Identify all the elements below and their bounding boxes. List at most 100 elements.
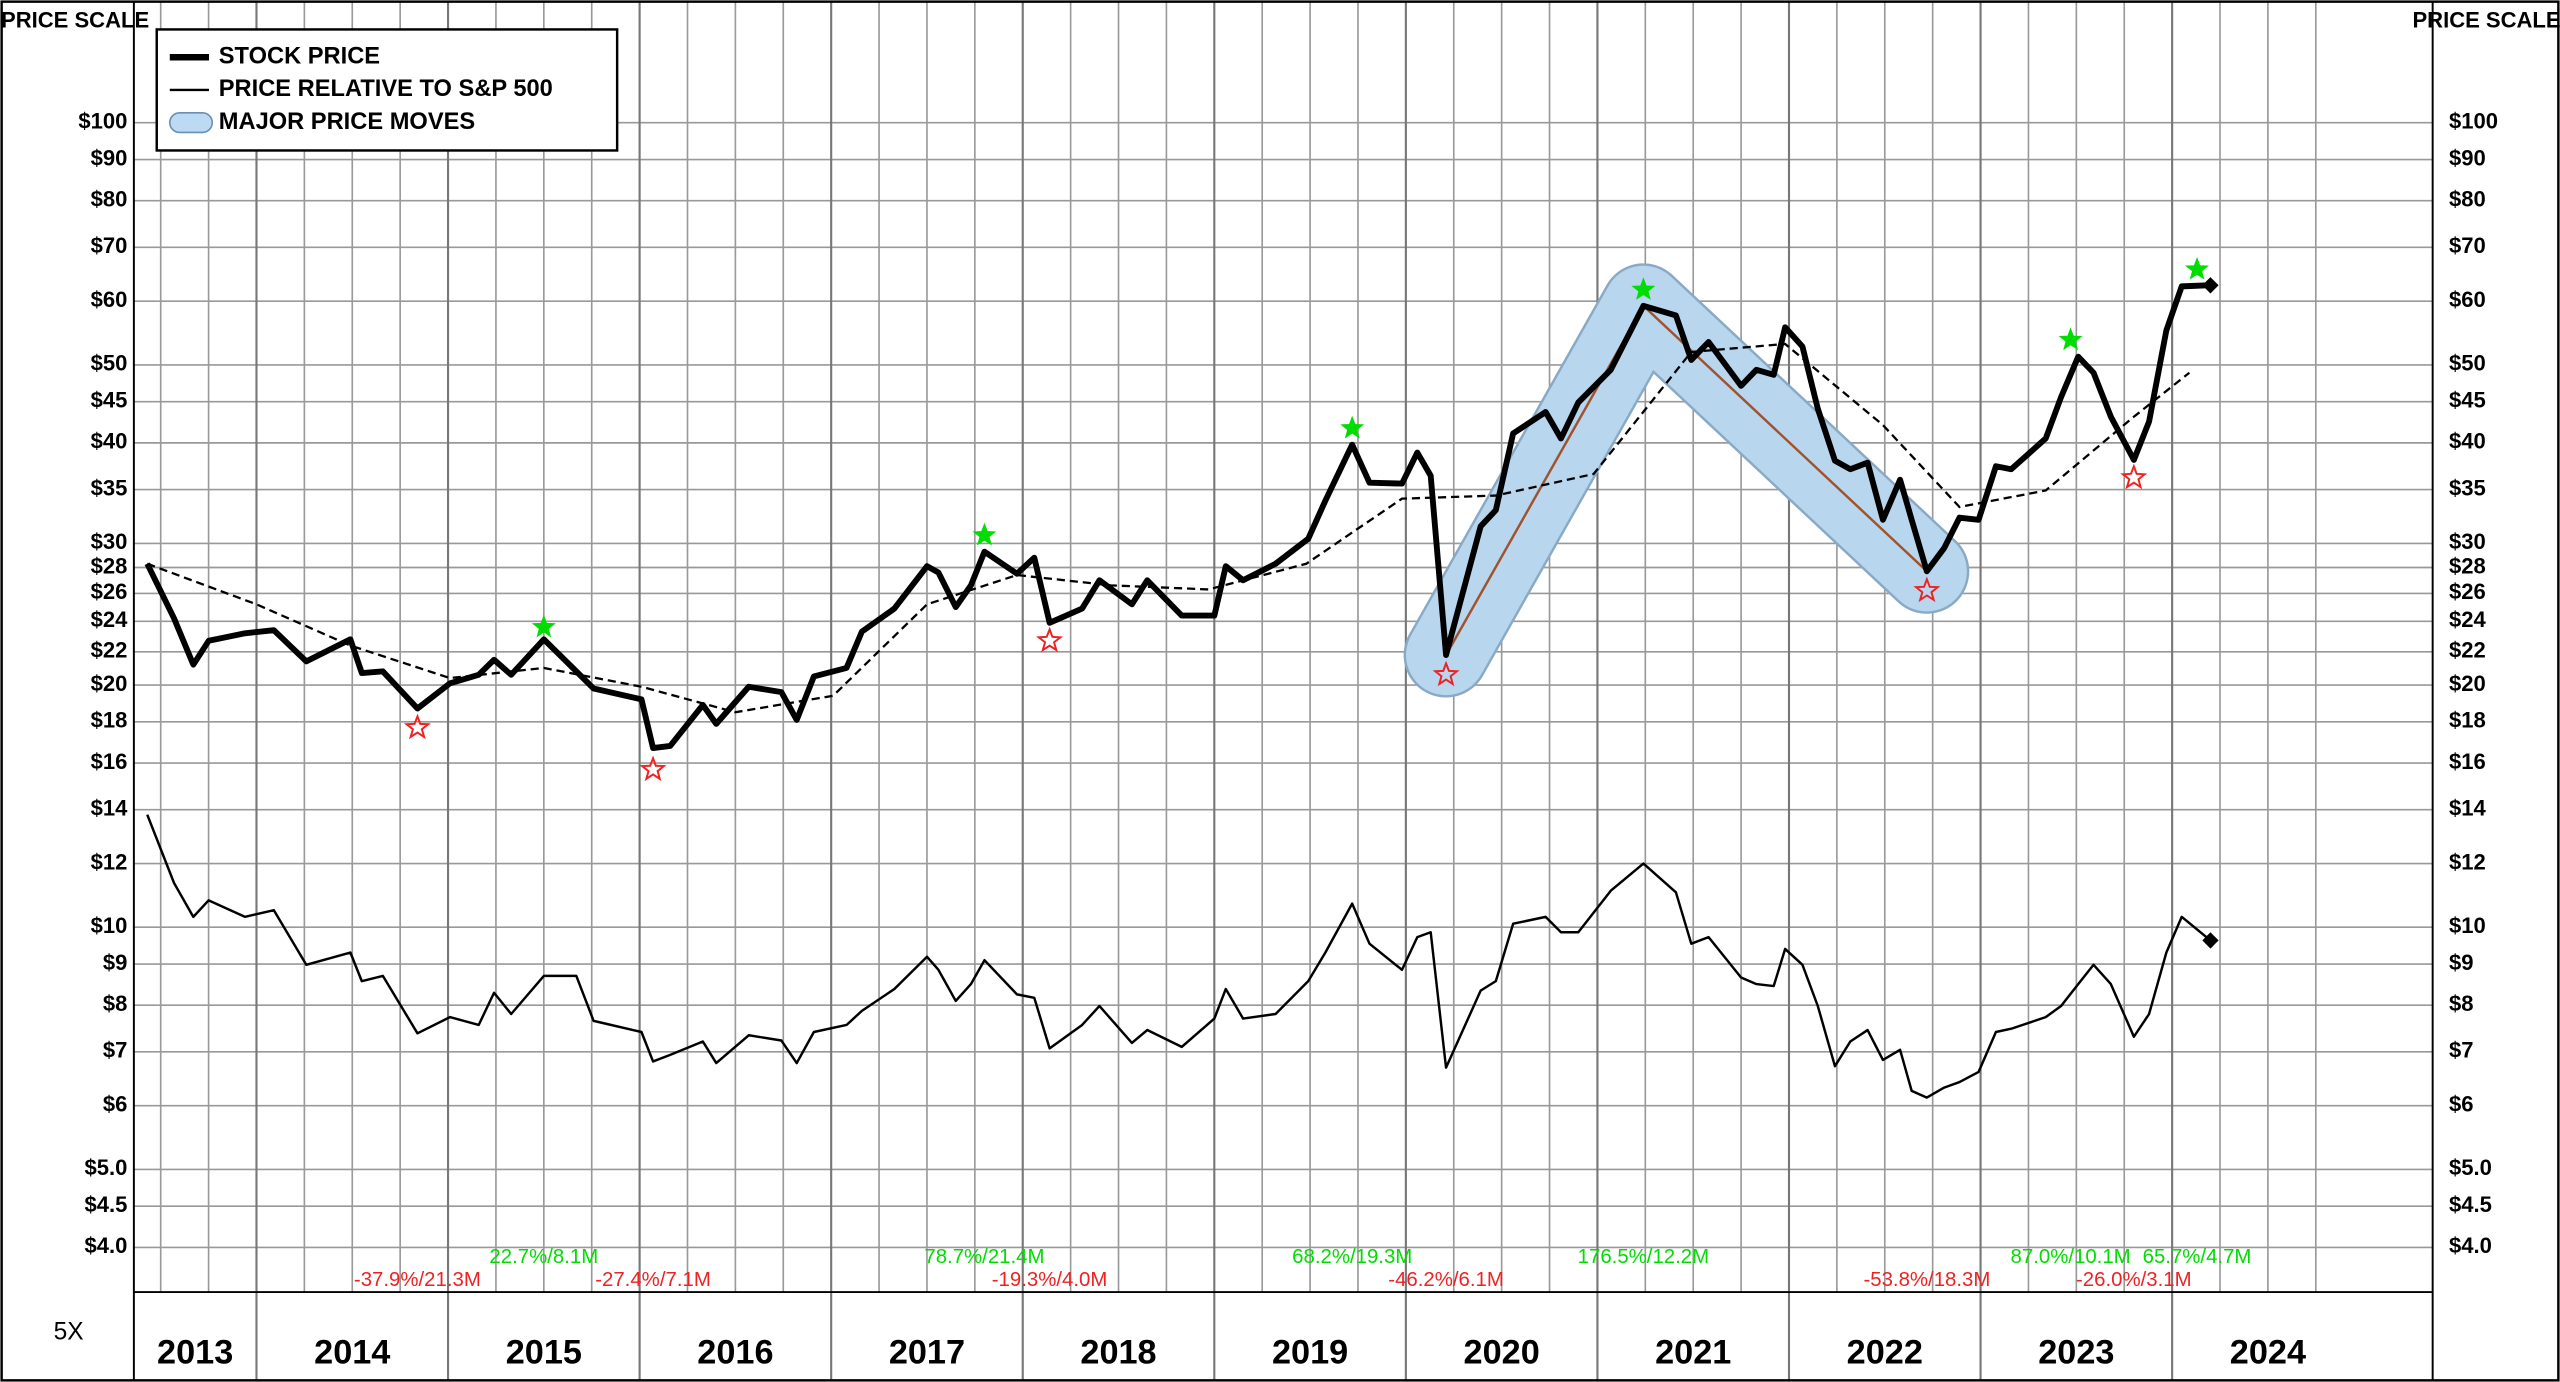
- legend-box: [155, 28, 619, 152]
- high-star: [2058, 327, 2083, 351]
- y-tick-label: $80: [2449, 187, 2486, 212]
- y-tick-label: $4.5: [84, 1192, 127, 1217]
- y-tick-label: $8: [2449, 991, 2474, 1016]
- x-tick-label: 2016: [697, 1333, 773, 1371]
- legend-label: MAJOR PRICE MOVES: [219, 109, 475, 135]
- y-tick-label: $50: [2449, 351, 2486, 376]
- legend-swatch: [168, 112, 214, 134]
- y-tick-label: $9: [103, 950, 128, 975]
- y-tick-label: $35: [91, 475, 128, 500]
- high-star: [1340, 415, 1365, 439]
- multiplier-label: 5X: [54, 1318, 84, 1345]
- low-star: [1432, 660, 1460, 687]
- y-tick-label: $35: [2449, 475, 2486, 500]
- y-tick-label: $6: [103, 1092, 128, 1117]
- x-tick-label: 2019: [1272, 1333, 1348, 1371]
- y-tick-label: $60: [2449, 287, 2486, 312]
- high-star: [972, 522, 997, 546]
- x-tick-label: 2023: [2038, 1333, 2114, 1371]
- annotation: 68.2%/19.3M: [1292, 1246, 1412, 1268]
- y-tick-label: $28: [91, 553, 128, 578]
- legend: STOCK PRICE PRICE RELATIVE TO S&P 500 MA…: [155, 28, 619, 152]
- high-star: [531, 614, 556, 638]
- y-tick-label: $24: [2449, 607, 2486, 632]
- y-tick-label: $90: [91, 145, 128, 170]
- x-tick-label: 2022: [1847, 1333, 1923, 1371]
- y-tick-label: $24: [91, 607, 128, 632]
- relative-line: [146, 814, 2212, 1099]
- low-star: [1913, 576, 1941, 603]
- annotation: -19.3%/4.0M: [992, 1269, 1108, 1291]
- y-tick-label: $60: [91, 287, 128, 312]
- y-tick-label: $28: [2449, 553, 2486, 578]
- annotation: -27.4%/7.1M: [595, 1269, 711, 1291]
- x-tick-label: 2013: [157, 1333, 233, 1371]
- marks: [144, 256, 2219, 1099]
- high-star: [1631, 277, 1656, 300]
- y-tick-label: $26: [2449, 579, 2486, 604]
- y-tick-label: $8: [103, 991, 128, 1016]
- axis-title-left: PRICE SCALE: [1, 7, 149, 32]
- y-tick-label: $7: [2449, 1038, 2474, 1063]
- low-star: [1036, 626, 1064, 653]
- y-tick-label: $100: [78, 109, 127, 134]
- end-marker: [2202, 932, 2219, 949]
- y-tick-label: $80: [91, 187, 128, 212]
- y-tick-label: $12: [91, 849, 128, 874]
- low-star: [2120, 463, 2148, 490]
- annotation: 87.0%/10.1M: [2011, 1246, 2131, 1268]
- annotation: -46.2%/6.1M: [1388, 1269, 1504, 1291]
- y-tick-label: $40: [91, 429, 128, 454]
- annotation: -53.8%/18.3M: [1863, 1269, 1990, 1291]
- annotation: 78.7%/21.4M: [924, 1246, 1044, 1268]
- y-tick-label: $70: [91, 233, 128, 258]
- y-tick-label: $90: [2449, 145, 2486, 170]
- y-tick-label: $22: [91, 638, 128, 663]
- y-tick-label: $100: [2449, 109, 2498, 134]
- y-tick-label: $12: [2449, 849, 2486, 874]
- y-tick-label: $5.0: [2449, 1155, 2492, 1180]
- y-tick-label: $18: [2449, 708, 2486, 733]
- y-tick-label: $70: [2449, 233, 2486, 258]
- y-tick-label: $45: [91, 388, 128, 413]
- y-tick-label: $26: [91, 579, 128, 604]
- y-tick-label: $20: [2449, 671, 2486, 696]
- axis-title-text: PRICE SCALE: [1, 7, 149, 32]
- x-tick-label: 2024: [2230, 1333, 2306, 1371]
- y-tick-label: $30: [2449, 529, 2486, 554]
- annotation: 22.7%/8.1M: [489, 1246, 598, 1268]
- y-tick-label: $18: [91, 708, 128, 733]
- y-tick-label: $50: [91, 351, 128, 376]
- y-tick-label: $16: [2449, 749, 2486, 774]
- y-tick-label: $45: [2449, 388, 2486, 413]
- y-tick-label: $6: [2449, 1092, 2474, 1117]
- high-star: [2185, 256, 2209, 280]
- y-tick-label: $9: [2449, 950, 2474, 975]
- x-tick-label: 2018: [1080, 1333, 1156, 1371]
- y-tick-label: $22: [2449, 638, 2486, 663]
- x-tick-label: 2021: [1655, 1333, 1731, 1371]
- y-tick-label: $16: [91, 749, 128, 774]
- y-tick-label: $10: [91, 913, 128, 938]
- x-tick-label: 2017: [889, 1333, 965, 1371]
- y-tick-label: $4.0: [84, 1233, 127, 1258]
- y-tick-label: $20: [91, 671, 128, 696]
- axis-title-text: PRICE SCALE: [2412, 7, 2560, 32]
- y-tick-label: $5.0: [84, 1155, 127, 1180]
- annotation: -37.9%/21.3M: [354, 1269, 481, 1291]
- y-tick-label: $10: [2449, 913, 2486, 938]
- grid: [133, 1, 2433, 1381]
- y-tick-label: $30: [91, 529, 128, 554]
- annotation: 176.5%/12.2M: [1578, 1246, 1709, 1268]
- legend-label: PRICE RELATIVE TO S&P 500: [219, 76, 553, 102]
- low-star: [639, 755, 667, 782]
- x-tick-label: 2015: [506, 1333, 582, 1371]
- x-tick-label: 2014: [314, 1333, 390, 1371]
- y-tick-label: $7: [103, 1038, 128, 1063]
- y-tick-label: $14: [2449, 795, 2486, 820]
- y-tick-label: $4.5: [2449, 1192, 2492, 1217]
